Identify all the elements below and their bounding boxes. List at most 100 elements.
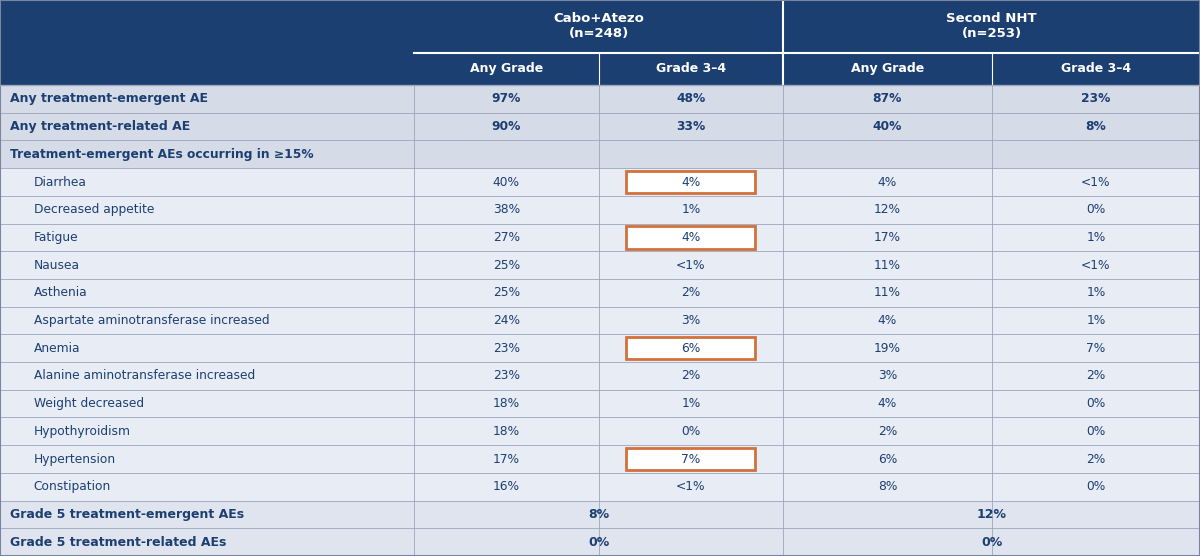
Text: 90%: 90% bbox=[492, 120, 521, 133]
Text: 33%: 33% bbox=[677, 120, 706, 133]
Text: Hypothyroidism: Hypothyroidism bbox=[34, 425, 131, 438]
Text: 4%: 4% bbox=[877, 397, 898, 410]
Text: Any Grade: Any Grade bbox=[851, 62, 924, 76]
Text: 4%: 4% bbox=[877, 314, 898, 327]
Bar bbox=[0, 473, 1200, 500]
Text: 8%: 8% bbox=[877, 480, 898, 493]
Text: 1%: 1% bbox=[1086, 314, 1105, 327]
Text: Grade 5 treatment-related AEs: Grade 5 treatment-related AEs bbox=[10, 535, 226, 549]
Text: 23%: 23% bbox=[1081, 92, 1111, 106]
Bar bbox=[0, 418, 1200, 445]
Text: Grade 5 treatment-emergent AEs: Grade 5 treatment-emergent AEs bbox=[10, 508, 244, 521]
Bar bbox=[0, 362, 1200, 390]
Text: 16%: 16% bbox=[493, 480, 520, 493]
Text: 18%: 18% bbox=[493, 397, 520, 410]
Bar bbox=[0, 445, 1200, 473]
FancyBboxPatch shape bbox=[626, 337, 756, 359]
Bar bbox=[0, 0, 414, 85]
Text: 19%: 19% bbox=[874, 342, 901, 355]
Text: 2%: 2% bbox=[877, 425, 898, 438]
Text: 1%: 1% bbox=[1086, 231, 1105, 244]
Text: 25%: 25% bbox=[493, 259, 520, 272]
Text: 0%: 0% bbox=[1086, 480, 1105, 493]
Text: 8%: 8% bbox=[1086, 120, 1106, 133]
Text: 48%: 48% bbox=[677, 92, 706, 106]
Bar bbox=[0, 279, 1200, 307]
Text: 2%: 2% bbox=[1086, 369, 1105, 383]
Text: 0%: 0% bbox=[682, 425, 701, 438]
Bar bbox=[0, 168, 1200, 196]
Text: <1%: <1% bbox=[1081, 176, 1111, 188]
Text: 27%: 27% bbox=[493, 231, 520, 244]
Bar bbox=[784, 53, 991, 85]
Text: 1%: 1% bbox=[1086, 286, 1105, 299]
Text: 3%: 3% bbox=[682, 314, 701, 327]
Text: 11%: 11% bbox=[874, 286, 901, 299]
Text: 6%: 6% bbox=[682, 342, 701, 355]
Text: 40%: 40% bbox=[493, 176, 520, 188]
Text: <1%: <1% bbox=[676, 480, 706, 493]
Text: Any treatment-related AE: Any treatment-related AE bbox=[10, 120, 190, 133]
Text: Asthenia: Asthenia bbox=[34, 286, 88, 299]
Text: Weight decreased: Weight decreased bbox=[34, 397, 144, 410]
Text: 1%: 1% bbox=[682, 203, 701, 216]
Text: 4%: 4% bbox=[682, 176, 701, 188]
Text: Alanine aminotransferase increased: Alanine aminotransferase increased bbox=[34, 369, 254, 383]
Bar bbox=[0, 500, 1200, 528]
Text: Aspartate aminotransferase increased: Aspartate aminotransferase increased bbox=[34, 314, 269, 327]
Text: 7%: 7% bbox=[1086, 342, 1105, 355]
Text: 1%: 1% bbox=[682, 397, 701, 410]
Text: Grade 3–4: Grade 3–4 bbox=[1061, 62, 1132, 76]
Bar bbox=[0, 196, 1200, 224]
Text: 3%: 3% bbox=[877, 369, 898, 383]
Text: 17%: 17% bbox=[493, 453, 520, 465]
Text: 38%: 38% bbox=[493, 203, 520, 216]
Text: Treatment-emergent AEs occurring in ≥15%: Treatment-emergent AEs occurring in ≥15% bbox=[10, 148, 313, 161]
Bar bbox=[414, 53, 599, 85]
Text: 0%: 0% bbox=[588, 535, 610, 549]
Bar bbox=[0, 85, 1200, 113]
Bar bbox=[991, 53, 1200, 85]
Text: 4%: 4% bbox=[877, 176, 898, 188]
Text: 6%: 6% bbox=[877, 453, 898, 465]
Text: 2%: 2% bbox=[1086, 453, 1105, 465]
Text: Any treatment-emergent AE: Any treatment-emergent AE bbox=[10, 92, 208, 106]
Text: 23%: 23% bbox=[493, 369, 520, 383]
Bar bbox=[0, 334, 1200, 362]
FancyBboxPatch shape bbox=[626, 171, 756, 193]
Bar bbox=[784, 0, 1200, 53]
Text: 24%: 24% bbox=[493, 314, 520, 327]
Text: 8%: 8% bbox=[588, 508, 610, 521]
Bar bbox=[0, 307, 1200, 334]
Text: Constipation: Constipation bbox=[34, 480, 110, 493]
Text: 2%: 2% bbox=[682, 369, 701, 383]
Text: 4%: 4% bbox=[682, 231, 701, 244]
Text: 0%: 0% bbox=[1086, 203, 1105, 216]
Text: 0%: 0% bbox=[982, 535, 1002, 549]
Text: Any Grade: Any Grade bbox=[469, 62, 542, 76]
Text: Decreased appetite: Decreased appetite bbox=[34, 203, 154, 216]
FancyBboxPatch shape bbox=[626, 448, 756, 470]
Text: 40%: 40% bbox=[872, 120, 902, 133]
Text: <1%: <1% bbox=[676, 259, 706, 272]
Text: 0%: 0% bbox=[1086, 397, 1105, 410]
Text: Cabo+Atezo
(n=248): Cabo+Atezo (n=248) bbox=[553, 12, 644, 41]
Text: Nausea: Nausea bbox=[34, 259, 79, 272]
Text: 12%: 12% bbox=[874, 203, 901, 216]
Bar bbox=[0, 141, 1200, 168]
FancyBboxPatch shape bbox=[626, 226, 756, 249]
Text: 23%: 23% bbox=[493, 342, 520, 355]
Text: Fatigue: Fatigue bbox=[34, 231, 78, 244]
Bar bbox=[0, 251, 1200, 279]
Text: 18%: 18% bbox=[493, 425, 520, 438]
Bar bbox=[599, 53, 784, 85]
Text: 97%: 97% bbox=[492, 92, 521, 106]
Bar bbox=[0, 528, 1200, 556]
Text: Diarrhea: Diarrhea bbox=[34, 176, 86, 188]
Text: Anemia: Anemia bbox=[34, 342, 80, 355]
Text: <1%: <1% bbox=[1081, 259, 1111, 272]
Text: 2%: 2% bbox=[682, 286, 701, 299]
Bar bbox=[0, 113, 1200, 141]
Text: 87%: 87% bbox=[872, 92, 902, 106]
Text: Grade 3–4: Grade 3–4 bbox=[655, 62, 726, 76]
